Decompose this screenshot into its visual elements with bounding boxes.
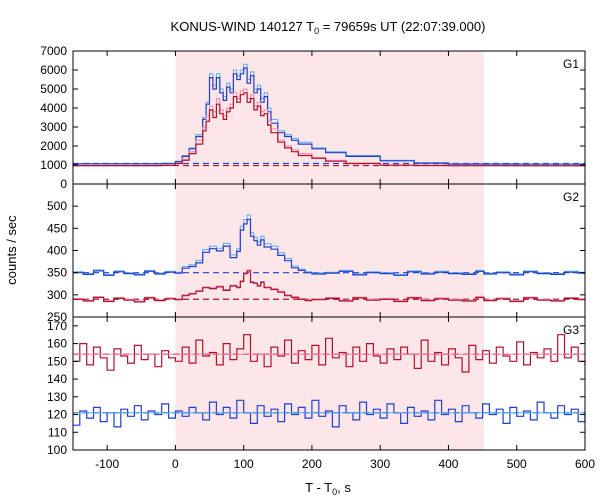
y-tick-label: 120 — [47, 408, 67, 422]
y-tick-label: 6000 — [40, 63, 67, 77]
x-tick-label: 600 — [575, 457, 595, 471]
x-axis-label: T - T0, s — [305, 480, 351, 497]
y-tick-label: 160 — [47, 337, 67, 351]
panel-g1: 0 1000 2000 3000 4000 5000 6000 7000 G1 — [40, 44, 586, 191]
y-tick-label: 0 — [60, 177, 67, 191]
plot-area: 01000200030004000500060007000G1250300350… — [40, 44, 595, 471]
series-blue-dark — [73, 399, 586, 428]
panel-label: G2 — [563, 190, 579, 204]
panel-label: G3 — [563, 323, 579, 337]
series-red-dark — [73, 334, 586, 373]
series-blue-dark — [73, 218, 586, 276]
x-tick-label: 200 — [302, 457, 322, 471]
series-red-dark — [73, 270, 586, 303]
y-tick-label: 170 — [47, 319, 67, 333]
y-tick-label: 300 — [47, 288, 67, 302]
panel-frame — [72, 316, 586, 451]
y-tick-label: 1000 — [40, 158, 67, 172]
y-tick-label: 140 — [47, 372, 67, 386]
shaded-interval — [175, 184, 484, 317]
y-tick-label: 150 — [47, 354, 67, 368]
x-tick-label: 400 — [438, 457, 458, 471]
y-tick-label: 5000 — [40, 82, 67, 96]
x-tick-label: 100 — [234, 457, 254, 471]
x-tick-label: -100 — [95, 457, 119, 471]
x-tick-label: 300 — [370, 457, 390, 471]
y-tick-label: 7000 — [40, 44, 67, 58]
y-tick-label: 500 — [47, 199, 67, 213]
y-tick-label: 130 — [47, 390, 67, 404]
y-tick-label: 4000 — [40, 101, 67, 115]
y-tick-label: 350 — [47, 266, 67, 280]
x-tick-label: 500 — [507, 457, 527, 471]
series-red-dark — [73, 92, 586, 167]
y-axis-label: counts / sec — [4, 215, 19, 285]
y-tick-label: 450 — [47, 221, 67, 235]
y-tick-label: 250 — [47, 310, 67, 324]
panel-g3: 100 110 120 130 140 150 160 170 -100 0 100 200 300 40… — [47, 316, 595, 471]
panel-g2: 250 300 350 400 450 500 G2 — [47, 183, 586, 324]
y-tick-label: 2000 — [40, 139, 67, 153]
y-tick-label: 110 — [48, 425, 67, 439]
y-tick-label: 100 — [47, 443, 67, 457]
x-tick-label: 0 — [172, 457, 179, 471]
chart-title: KONUS-WIND 140127 T0 = 79659s UT (22:07:… — [171, 19, 486, 36]
panel-label: G1 — [563, 57, 579, 71]
y-tick-label: 3000 — [40, 120, 67, 134]
shaded-interval — [175, 317, 484, 450]
y-tick-label: 400 — [47, 244, 67, 258]
series-blue-dark — [73, 67, 586, 165]
